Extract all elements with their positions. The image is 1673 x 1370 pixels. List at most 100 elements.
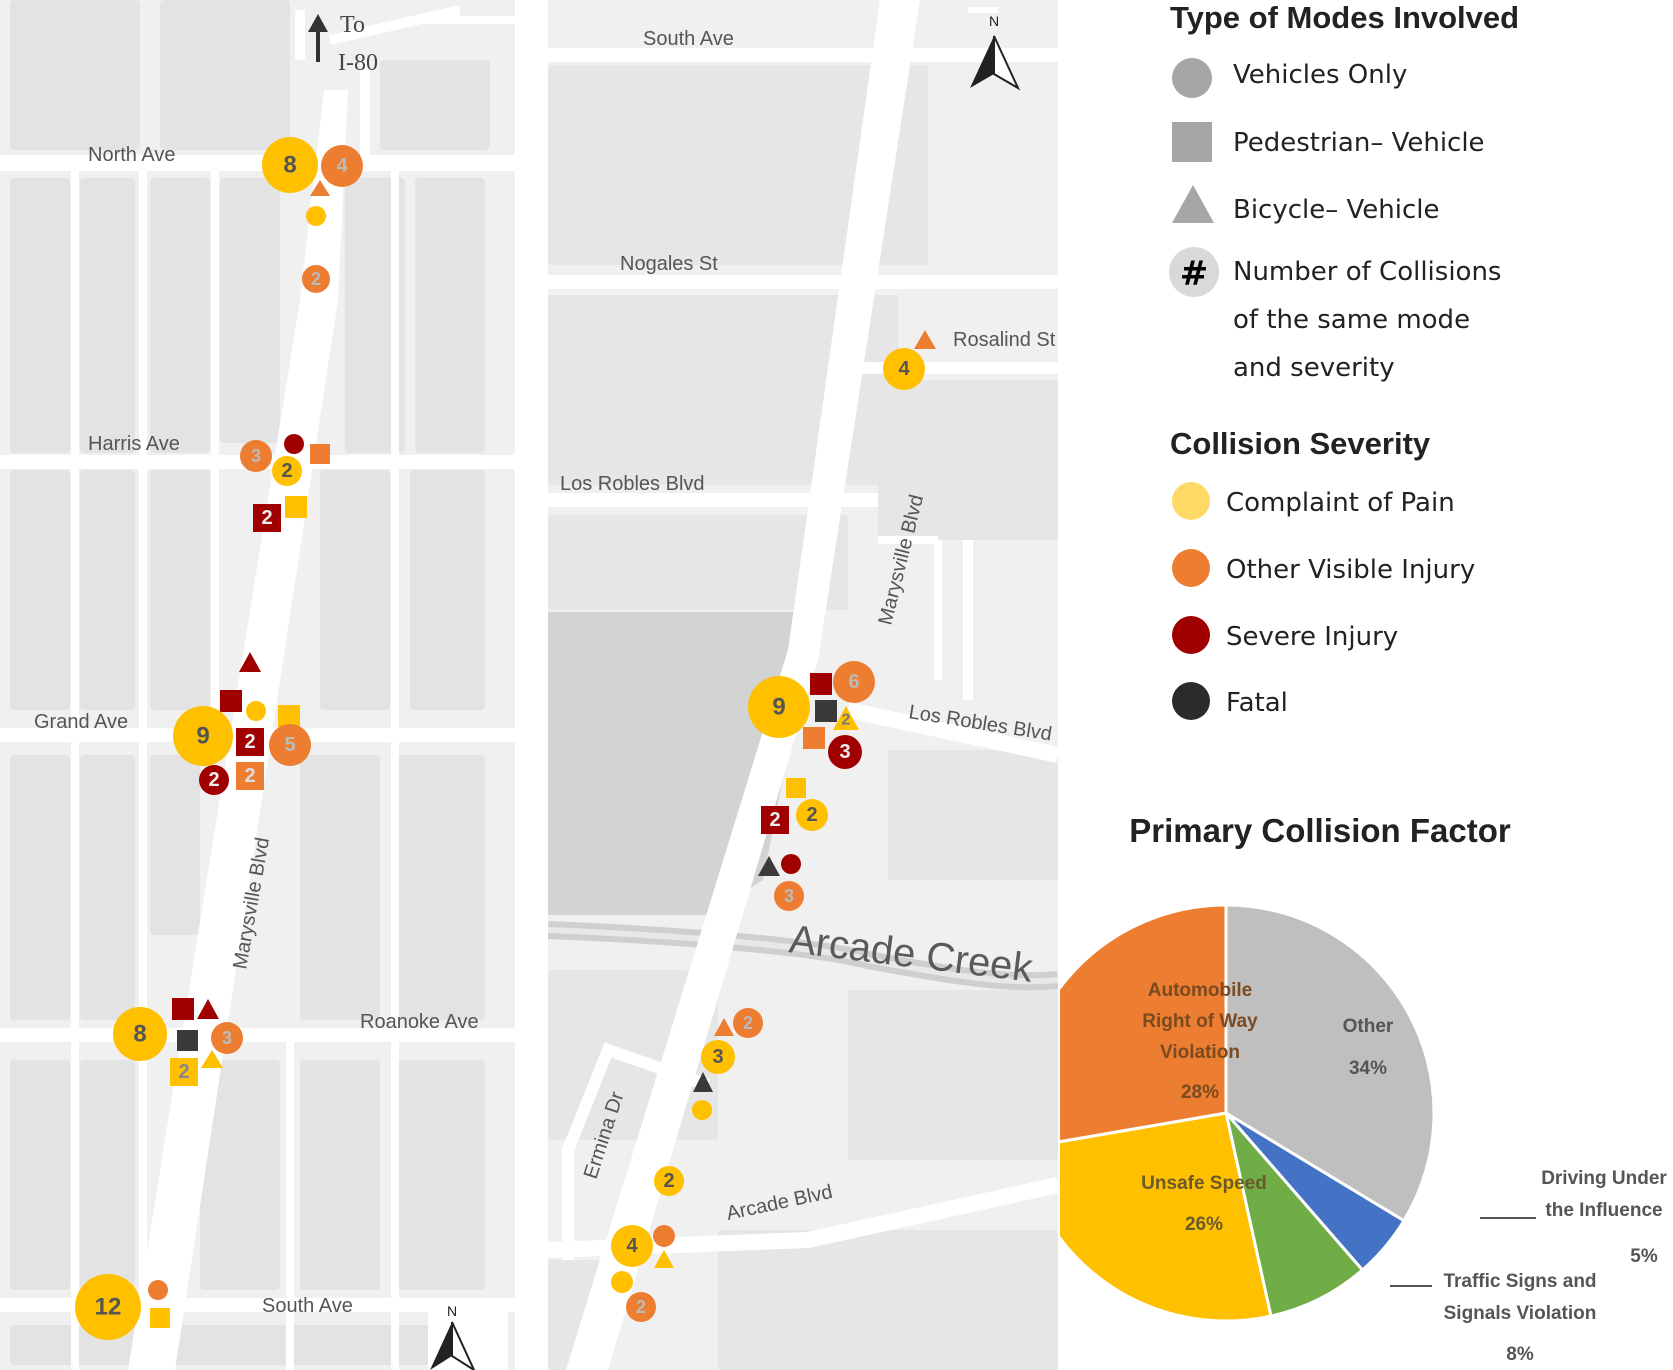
marker-square-fatal[interactable] <box>815 700 837 722</box>
marker-circle-complaint[interactable]: 2 <box>654 1166 684 1196</box>
pie-label-dui-1: Driving Under <box>1541 1168 1667 1189</box>
marker-circle-severe[interactable] <box>284 434 304 454</box>
hash-icon: # <box>1169 247 1219 297</box>
label-harris-ave: Harris Ave <box>88 433 180 455</box>
svg-text:2: 2 <box>636 1297 646 1317</box>
marker-square-complaint[interactable] <box>278 705 300 727</box>
marker-square-fatal[interactable] <box>177 1030 198 1051</box>
marker-circle-visible[interactable]: 2 <box>302 265 330 293</box>
marker-circle-complaint[interactable]: 3 <box>701 1040 735 1074</box>
marker-triangle-complaint[interactable] <box>654 1250 674 1268</box>
pie-label-traffic-2: Signals Violation <box>1444 1303 1597 1324</box>
marker-circle-complaint[interactable] <box>306 206 326 226</box>
middle-map[interactable]: South Ave Nogales St Rosalind St Los Rob… <box>548 0 1058 1370</box>
legend-vehicles-only: Vehicles Only <box>1233 60 1408 90</box>
marker-square-severe[interactable]: 2 <box>761 806 789 834</box>
marker-circle-visible[interactable]: 2 <box>626 1292 656 1322</box>
label-grand-ave: Grand Ave <box>34 711 128 733</box>
left-map-blocks <box>10 0 490 1365</box>
marker-circle-visible[interactable]: 6 <box>833 661 875 703</box>
marker-circle-visible[interactable]: 3 <box>774 881 804 911</box>
svg-text:3: 3 <box>839 741 850 763</box>
marker-circle-complaint[interactable] <box>611 1271 633 1293</box>
pie-slice-unsafe-speed <box>1060 1111 1273 1323</box>
label-los-robles-blvd: Los Robles Blvd <box>560 473 705 495</box>
marker-circle-visible[interactable]: 5 <box>269 724 311 766</box>
svg-text:12: 12 <box>95 1294 122 1321</box>
pie-svg: Other 34% Driving Under the Influence 5%… <box>1060 903 1667 1365</box>
svg-text:3: 3 <box>712 1046 723 1068</box>
marker-circle-severe[interactable]: 3 <box>828 735 862 769</box>
marker-circle-complaint[interactable] <box>246 701 266 721</box>
svg-text:2: 2 <box>281 460 292 482</box>
svg-text:2: 2 <box>244 731 255 753</box>
marker-circle-visible[interactable]: 3 <box>240 440 272 472</box>
marker-circle-complaint[interactable]: 9 <box>173 706 233 766</box>
middle-map-svg: South Ave Nogales St Rosalind St Los Rob… <box>548 0 1058 1370</box>
marker-triangle-visible[interactable] <box>914 330 936 349</box>
svg-text:2: 2 <box>244 765 255 787</box>
svg-text:9: 9 <box>772 694 785 721</box>
marker-triangle-visible[interactable] <box>714 1018 734 1036</box>
marker-square-visible[interactable] <box>803 727 825 749</box>
marker-square-complaint[interactable] <box>786 778 806 798</box>
marker-circle-visible[interactable]: 2 <box>733 1008 763 1038</box>
left-map[interactable]: North Ave Harris Ave Grand Ave Roanoke A… <box>0 0 515 1370</box>
marker-circle-severe[interactable] <box>781 854 801 874</box>
marker-square-severe[interactable] <box>220 690 242 712</box>
label-nogales-st: Nogales St <box>620 253 718 275</box>
marker-square-severe[interactable] <box>810 673 832 695</box>
marker-square-complaint[interactable]: 2 <box>170 1058 198 1086</box>
marker-triangle-fatal[interactable] <box>758 856 780 876</box>
pie-title: Primary Collision Factor <box>1129 812 1511 849</box>
marker-circle-complaint[interactable]: 8 <box>113 1007 167 1061</box>
marker-triangle-severe[interactable] <box>197 999 219 1019</box>
svg-text:2: 2 <box>806 804 817 826</box>
svg-text:2: 2 <box>261 507 272 529</box>
marker-circle-complaint[interactable]: 4 <box>883 348 925 390</box>
svg-text:2: 2 <box>769 809 780 831</box>
marker-circle-complaint[interactable]: 9 <box>748 676 810 738</box>
pie-value-auto: 28% <box>1181 1082 1219 1103</box>
legend-bike-vehicle: Bicycle– Vehicle <box>1233 195 1440 225</box>
marker-circle-visible[interactable] <box>653 1225 675 1247</box>
marker-circle-visible[interactable]: 3 <box>211 1022 243 1054</box>
marker-circle-complaint[interactable]: 4 <box>611 1225 653 1267</box>
marker-circle-complaint[interactable]: 12 <box>75 1274 141 1340</box>
marker-square-severe[interactable]: 2 <box>253 504 281 532</box>
label-south-ave: South Ave <box>643 28 734 50</box>
north-arrow-icon: N <box>970 13 1021 91</box>
marker-square-visible[interactable] <box>310 444 330 464</box>
marker-circle-complaint[interactable]: 2 <box>272 456 302 486</box>
marker-triangle-complaint[interactable] <box>201 1050 223 1068</box>
marker-square-severe[interactable]: 2 <box>236 728 264 756</box>
svg-text:N: N <box>447 1303 457 1319</box>
marker-square-visible[interactable]: 2 <box>236 762 264 790</box>
svg-text:3: 3 <box>222 1028 232 1048</box>
marker-circle-visible[interactable] <box>148 1280 168 1300</box>
marker-square-complaint[interactable] <box>150 1308 170 1328</box>
marker-triangle-visible[interactable] <box>310 180 330 196</box>
pie-value-other: 34% <box>1349 1058 1387 1079</box>
marker-triangle-complaint[interactable]: 2 <box>833 706 859 730</box>
marker-circle-complaint[interactable]: 8 <box>262 137 318 193</box>
svg-text:2: 2 <box>663 1170 674 1192</box>
marker-square-severe[interactable] <box>172 998 194 1020</box>
pie-label-auto-3: Violation <box>1160 1042 1240 1063</box>
marker-circle-severe[interactable]: 2 <box>199 765 229 795</box>
svg-text:5: 5 <box>284 734 295 756</box>
svg-text:2: 2 <box>178 1061 189 1083</box>
marker-circle-complaint[interactable] <box>692 1100 712 1120</box>
legend-ped-vehicle: Pedestrian– Vehicle <box>1233 128 1485 158</box>
marker-circle-complaint[interactable]: 2 <box>796 799 828 831</box>
pie-slice-automobile-right-of-way-violation <box>1060 903 1228 1144</box>
legend-other-visible: Other Visible Injury <box>1226 555 1476 585</box>
legend-fatal: Fatal <box>1226 688 1288 718</box>
marker-triangle-fatal[interactable] <box>693 1072 713 1092</box>
marker-circle-visible[interactable]: 4 <box>321 145 363 187</box>
svg-text:6: 6 <box>848 671 859 693</box>
marker-triangle-severe[interactable] <box>239 652 261 672</box>
marker-square-complaint[interactable] <box>285 496 307 518</box>
pie-label-other: Other <box>1343 1016 1394 1037</box>
label-roanoke-ave: Roanoke Ave <box>360 1011 479 1033</box>
